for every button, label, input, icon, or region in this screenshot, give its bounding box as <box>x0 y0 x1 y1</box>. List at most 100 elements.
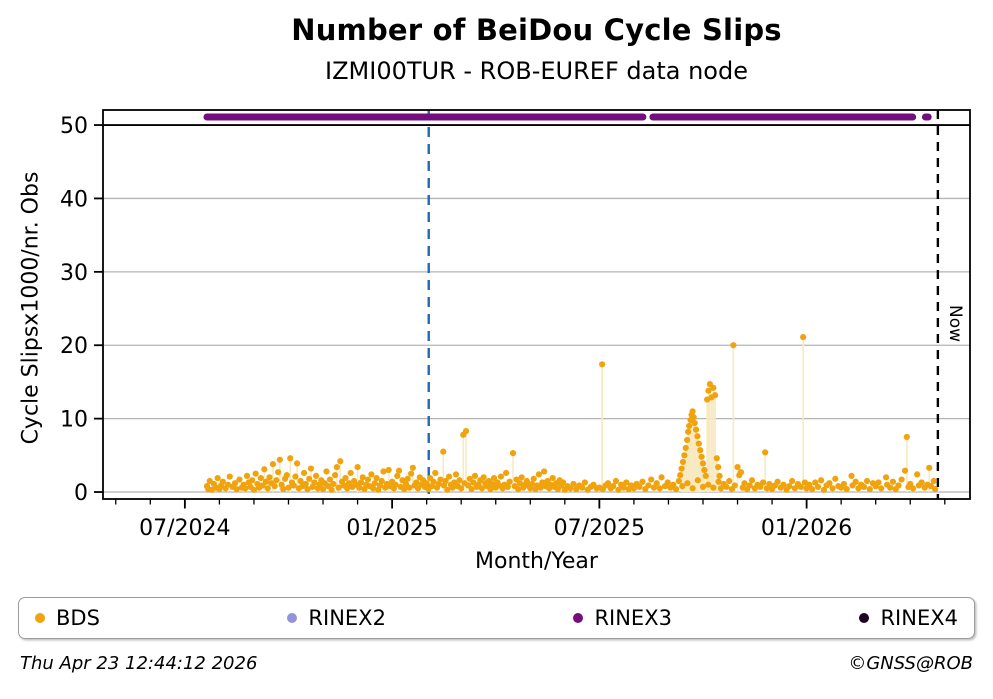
bds-point <box>766 480 773 488</box>
bds-point <box>250 486 258 493</box>
bds-point <box>710 384 717 391</box>
legend-swatch-rinex2 <box>287 613 298 623</box>
bds-point <box>820 486 827 493</box>
bds-point <box>681 452 688 459</box>
bds-point <box>774 478 781 485</box>
bds-point <box>878 485 885 492</box>
y-tick-label: 0 <box>74 481 88 506</box>
bds-point <box>578 484 586 491</box>
bds-point <box>373 474 380 482</box>
bds-point <box>599 361 606 368</box>
bds-point <box>290 482 297 489</box>
y-tick-label: 20 <box>60 334 88 359</box>
bds-point <box>394 472 401 479</box>
bds-point <box>685 428 692 435</box>
bds-point <box>759 479 767 486</box>
bds-point <box>832 475 839 482</box>
bds-point <box>535 471 543 478</box>
bds-point <box>636 483 643 490</box>
bds-point <box>392 481 399 488</box>
bds-point <box>304 485 311 493</box>
bds-point <box>679 458 687 466</box>
bds-point <box>306 475 313 482</box>
bds-point <box>800 334 807 341</box>
bds-point <box>726 477 733 485</box>
bds-point <box>713 455 720 462</box>
bds-point <box>404 475 411 482</box>
bds-point <box>672 485 680 493</box>
bds-point <box>468 485 475 493</box>
bds-point <box>409 464 416 471</box>
bds-point <box>567 485 574 492</box>
legend-label-rinex2: RINEX2 <box>308 606 386 630</box>
bds-point <box>843 485 850 493</box>
bds-point <box>231 480 239 487</box>
bds-point <box>233 485 240 493</box>
bds-point <box>705 387 712 394</box>
bds-point <box>863 477 871 485</box>
bds-point <box>907 480 914 488</box>
y-tick-label: 30 <box>60 261 88 286</box>
bds-point <box>249 477 256 484</box>
bds-point <box>639 478 646 485</box>
bds-point <box>903 433 910 441</box>
bds-point <box>762 449 769 456</box>
bds-point <box>271 483 278 490</box>
bds-point <box>503 469 510 477</box>
bds-point <box>694 433 701 440</box>
legend-swatch-bds <box>35 613 45 623</box>
bds-point <box>430 478 437 485</box>
bds-point <box>442 477 449 485</box>
bds-point <box>559 479 567 486</box>
bds-point <box>537 484 544 491</box>
bds-point <box>664 479 671 486</box>
bds-point <box>287 455 294 462</box>
bds-point <box>650 484 658 491</box>
bds-point <box>458 485 465 492</box>
bds-point <box>690 414 697 421</box>
bds-point <box>378 477 385 485</box>
bds-point <box>612 477 620 485</box>
bds-point <box>889 478 897 485</box>
bds-point <box>302 480 309 488</box>
legend-item-rinex2: RINEX2 <box>287 606 386 630</box>
bds-point <box>699 483 707 490</box>
bds-point <box>852 478 859 485</box>
bds-point <box>515 485 522 493</box>
bds-point <box>932 485 939 493</box>
bds-point <box>262 478 270 485</box>
bds-point <box>337 458 344 465</box>
legend-item-rinex3: RINEX3 <box>573 606 672 630</box>
bds-point <box>812 479 819 486</box>
bds-point <box>809 485 816 493</box>
bds-point <box>530 475 537 482</box>
bds-point <box>356 484 363 491</box>
bds-point <box>294 460 301 467</box>
bds-point <box>675 477 682 485</box>
bds-point <box>440 448 447 455</box>
bds-point <box>311 479 318 486</box>
bds-point <box>444 486 451 493</box>
bds-point <box>313 472 320 479</box>
bds-point <box>300 469 308 477</box>
bds-point <box>840 480 848 488</box>
bds-point <box>283 472 290 479</box>
bds-point <box>509 450 517 457</box>
bds-point <box>497 473 505 480</box>
bds-point <box>275 469 282 476</box>
bds-point <box>330 480 337 488</box>
bds-point <box>236 476 243 483</box>
bds-point <box>860 483 868 490</box>
x-tick-label: 01/2026 <box>761 516 852 541</box>
bds-point <box>653 480 660 487</box>
legend-swatch-rinex4 <box>859 613 870 623</box>
bds-point <box>518 474 525 481</box>
x-tick-label: 01/2025 <box>346 516 437 541</box>
bds-point <box>658 474 665 481</box>
bds-point <box>814 483 822 490</box>
bds-point <box>694 477 701 484</box>
bds-point <box>359 474 366 481</box>
bds-point <box>581 479 588 486</box>
bds-point <box>702 472 709 479</box>
